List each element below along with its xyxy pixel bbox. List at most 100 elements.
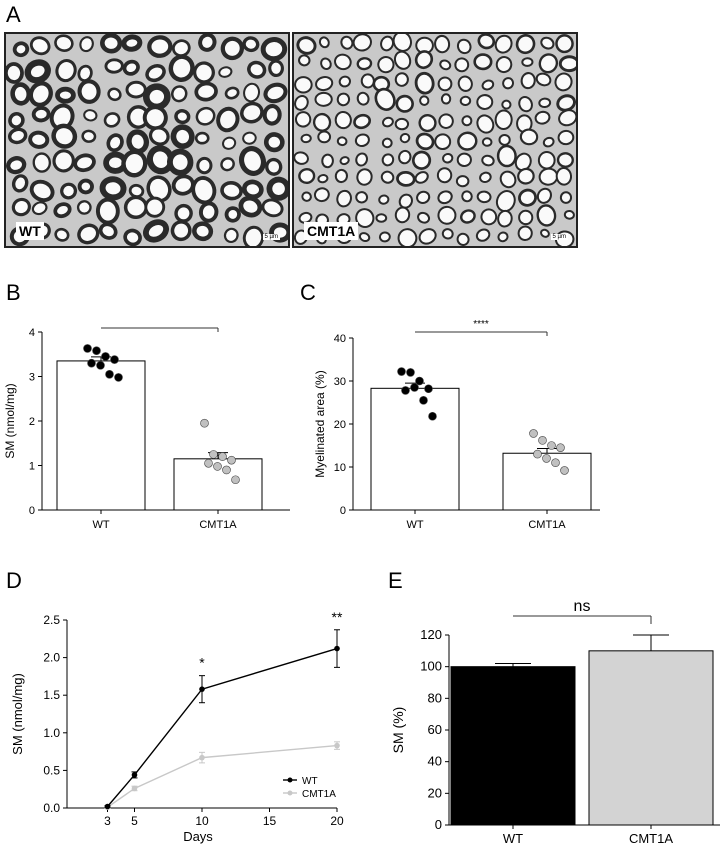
myelinated-axon — [123, 228, 142, 246]
myelinated-axon — [170, 124, 195, 149]
myelinated-axon — [261, 198, 284, 218]
myelinated-axon — [28, 130, 50, 149]
myelinated-axon — [537, 151, 556, 170]
scale-bar-wt: 5 µm — [262, 234, 280, 240]
myelinated-axon — [442, 152, 454, 164]
myelinated-axon — [336, 136, 348, 147]
data-point — [105, 369, 114, 379]
myelinated-axon — [76, 200, 92, 215]
micrograph-wt-image — [6, 34, 288, 246]
myelinated-axon — [28, 81, 53, 108]
myelinated-axon — [456, 38, 472, 55]
myelinated-axon — [477, 34, 496, 50]
myelinated-axon — [174, 109, 191, 125]
myelinated-axon — [81, 129, 97, 143]
myelinated-axon — [241, 179, 264, 200]
myelinated-axon — [481, 154, 495, 167]
myelinated-axon — [497, 231, 509, 243]
myelinated-axon — [353, 113, 372, 130]
myelinated-axon — [456, 232, 470, 246]
myelinated-axon — [355, 191, 369, 204]
data-point — [415, 376, 424, 386]
myelinated-axon — [79, 36, 94, 53]
myelinated-axon — [77, 223, 100, 245]
y-tick-label: 2.5 — [43, 613, 60, 627]
myelinated-axon — [294, 151, 309, 165]
data-point — [87, 358, 96, 368]
myelinated-axon — [557, 129, 575, 146]
myelinated-axon — [554, 72, 573, 92]
legend-label-cmt1a: CMT1A — [302, 789, 336, 800]
bar-cmt1a — [502, 452, 592, 511]
myelinated-axon — [374, 87, 396, 111]
myelinated-axon — [475, 228, 491, 242]
series-line-wt — [106, 647, 338, 807]
series-line-cmt1a — [107, 744, 338, 808]
myelinated-axon — [193, 61, 215, 84]
x-tick-label: 15 — [263, 814, 277, 828]
myelinated-axon — [220, 181, 243, 201]
y-tick-label: 2 — [29, 416, 35, 428]
myelinated-axon — [122, 59, 140, 76]
myelinated-axon — [497, 209, 513, 228]
significance-annotation: ** — [332, 609, 343, 625]
myelinated-axon — [294, 111, 312, 128]
micrograph-cmt1a: CMT1A 5 µm — [292, 32, 578, 248]
significance-label: **** — [473, 320, 489, 330]
data-point — [213, 462, 222, 471]
myelinated-axon — [99, 176, 127, 201]
myelinated-axon — [142, 105, 168, 131]
myelinated-axon — [378, 194, 390, 205]
data-point — [227, 455, 236, 465]
x-tick-label: CMT1A — [199, 519, 237, 531]
myelinated-axon — [338, 75, 351, 88]
myelinated-axon — [415, 132, 435, 151]
myelinated-axon — [460, 209, 476, 224]
y-tick-label: 4 — [29, 327, 35, 339]
y-tick-label: 40 — [428, 754, 442, 769]
myelinated-axon — [242, 225, 265, 246]
myelinated-axon — [538, 53, 559, 74]
myelinated-axon — [168, 54, 195, 82]
myelinated-axon — [195, 106, 216, 126]
data-point — [533, 449, 542, 459]
myelinated-axon — [559, 191, 573, 204]
y-tick-label: 80 — [428, 690, 442, 705]
y-tick-label: 2.0 — [43, 651, 60, 665]
myelinated-axon — [556, 152, 574, 168]
myelinated-axon — [53, 202, 72, 219]
y-tick-label: 0 — [29, 505, 35, 517]
myelinated-axon — [266, 176, 288, 201]
myelinated-axon — [381, 116, 394, 128]
significance-label: **** — [152, 320, 168, 326]
myelinated-axon — [7, 127, 28, 145]
myelinated-axon — [77, 178, 94, 195]
data-point-wt — [104, 803, 111, 810]
myelinated-axon — [358, 232, 371, 243]
myelinated-axon — [499, 170, 517, 189]
myelinated-axon — [380, 35, 395, 52]
myelinated-axon — [419, 95, 430, 106]
myelinated-axon — [318, 36, 330, 49]
scale-bar-cmt1a: 5 µm — [550, 234, 568, 240]
y-tick-label: 20 — [428, 785, 442, 800]
myelinated-axon — [377, 56, 395, 74]
legend-label-wt: WT — [302, 776, 318, 787]
myelinated-axon — [6, 62, 24, 84]
data-point — [114, 373, 123, 382]
myelinated-axon — [10, 82, 32, 106]
myelinated-axon — [60, 182, 78, 200]
myelinated-axon — [51, 123, 78, 149]
myelinated-axon — [495, 190, 516, 213]
myelinated-axon — [95, 197, 120, 225]
data-point — [551, 458, 560, 467]
myelinated-axon — [521, 57, 534, 67]
myelinated-axon — [198, 34, 217, 52]
myelinated-axon — [440, 93, 452, 105]
myelinated-axon — [461, 190, 473, 203]
myelinated-axon — [457, 75, 473, 92]
myelinated-axon — [55, 86, 76, 104]
myelinated-axon — [536, 187, 552, 204]
myelinated-axon — [520, 72, 536, 90]
myelinated-axon — [476, 114, 495, 134]
